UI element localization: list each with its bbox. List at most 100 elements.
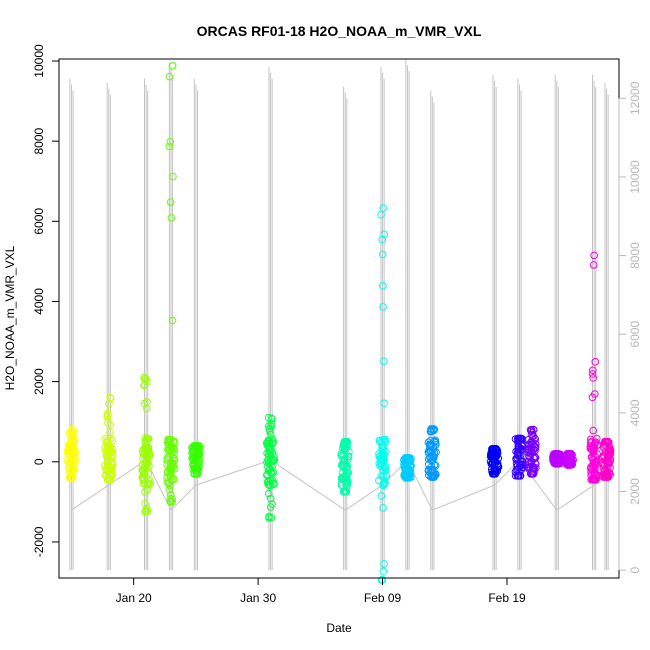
y2-tick-label: 12000 bbox=[628, 81, 642, 115]
data-point bbox=[264, 458, 273, 467]
data-point bbox=[592, 457, 601, 465]
data-point bbox=[267, 414, 276, 423]
data-point bbox=[267, 467, 276, 476]
data-point bbox=[490, 469, 499, 478]
data-point bbox=[263, 449, 271, 457]
data-point bbox=[145, 480, 153, 489]
data-point bbox=[553, 449, 562, 458]
data-point bbox=[165, 485, 174, 494]
data-point bbox=[379, 503, 387, 512]
y-tick-label: 8000 bbox=[32, 127, 46, 154]
data-point bbox=[589, 374, 597, 382]
data-point bbox=[404, 453, 413, 462]
data-point bbox=[426, 427, 435, 436]
data-point bbox=[378, 466, 387, 474]
data-point bbox=[566, 449, 574, 458]
y2-axis: 0 2000 4000 6000 8000 10000 12000 bbox=[618, 81, 642, 573]
data-point bbox=[586, 442, 595, 451]
data-point bbox=[140, 373, 148, 382]
data-point bbox=[265, 514, 273, 522]
data-point bbox=[103, 409, 112, 418]
data-point bbox=[108, 436, 117, 445]
data-point bbox=[141, 508, 149, 516]
data-point bbox=[264, 478, 273, 486]
data-point bbox=[106, 428, 114, 436]
x-tick-label: Jan 20 bbox=[116, 591, 152, 605]
data-point bbox=[264, 413, 273, 422]
data-point bbox=[600, 453, 609, 461]
data-point bbox=[69, 441, 77, 450]
data-point bbox=[67, 474, 76, 482]
data-point bbox=[590, 251, 598, 260]
data-point bbox=[516, 472, 525, 480]
data-point bbox=[101, 434, 109, 443]
data-point bbox=[494, 461, 502, 470]
data-point bbox=[341, 437, 350, 446]
data-point bbox=[518, 457, 527, 466]
data-point bbox=[379, 455, 387, 463]
data-point bbox=[340, 455, 349, 463]
data-point bbox=[140, 450, 149, 459]
flight-points bbox=[549, 449, 565, 468]
data-point bbox=[603, 437, 612, 446]
data-point bbox=[427, 425, 435, 433]
data-point bbox=[140, 463, 148, 472]
data-point bbox=[428, 457, 436, 465]
data-point bbox=[264, 489, 273, 498]
data-point bbox=[587, 445, 595, 453]
flight-points bbox=[524, 425, 540, 478]
x-tick-label: Feb 19 bbox=[488, 591, 526, 605]
data-point bbox=[166, 467, 175, 476]
chart-title: ORCAS RF01-18 H2O_NOAA_m_VMR_VXL bbox=[197, 23, 482, 39]
flight-points bbox=[586, 251, 602, 484]
data-point bbox=[143, 377, 151, 386]
data-point bbox=[588, 393, 597, 402]
flight-points bbox=[375, 204, 391, 584]
data-point bbox=[525, 441, 533, 449]
data-point bbox=[108, 468, 116, 477]
data-point bbox=[165, 142, 174, 151]
data-point bbox=[265, 424, 274, 433]
data-point bbox=[529, 431, 538, 440]
y2-tick-label: 6000 bbox=[628, 321, 642, 348]
data-point bbox=[163, 454, 172, 462]
data-point bbox=[527, 469, 535, 478]
data-point bbox=[69, 462, 78, 471]
y-tick-label: 4000 bbox=[32, 288, 46, 315]
data-point bbox=[589, 426, 598, 435]
y-tick-label: 2000 bbox=[32, 368, 46, 395]
data-point bbox=[71, 454, 79, 463]
flight-points bbox=[63, 425, 80, 482]
data-point bbox=[514, 448, 523, 457]
data-point bbox=[379, 204, 388, 212]
data-point bbox=[378, 235, 387, 244]
y-tick-label: 10000 bbox=[32, 44, 46, 78]
data-point bbox=[190, 460, 199, 468]
flight-points bbox=[337, 437, 353, 496]
flight-points bbox=[400, 453, 415, 482]
y-axis: -2000 0 2000 4000 6000 8000 10000 bbox=[32, 44, 60, 557]
data-point bbox=[513, 472, 522, 480]
data-point bbox=[343, 455, 352, 464]
data-point bbox=[382, 471, 390, 480]
data-point bbox=[342, 488, 351, 496]
data-point bbox=[589, 455, 597, 464]
data-point bbox=[599, 460, 608, 469]
data-point bbox=[167, 214, 176, 222]
data-point bbox=[268, 449, 277, 457]
flight-points bbox=[188, 441, 204, 478]
data-point bbox=[380, 399, 388, 408]
data-point bbox=[428, 446, 437, 455]
data-point bbox=[401, 453, 410, 462]
data-point bbox=[264, 422, 273, 430]
data-point bbox=[71, 457, 79, 465]
data-point bbox=[266, 503, 275, 511]
data-point bbox=[165, 72, 174, 81]
y2-tick-label: 8000 bbox=[628, 242, 642, 269]
data-point bbox=[565, 461, 573, 469]
data-point bbox=[195, 450, 204, 458]
data-point bbox=[606, 449, 615, 458]
data-point bbox=[68, 425, 76, 434]
data-point bbox=[193, 469, 201, 478]
data-point bbox=[375, 459, 383, 468]
